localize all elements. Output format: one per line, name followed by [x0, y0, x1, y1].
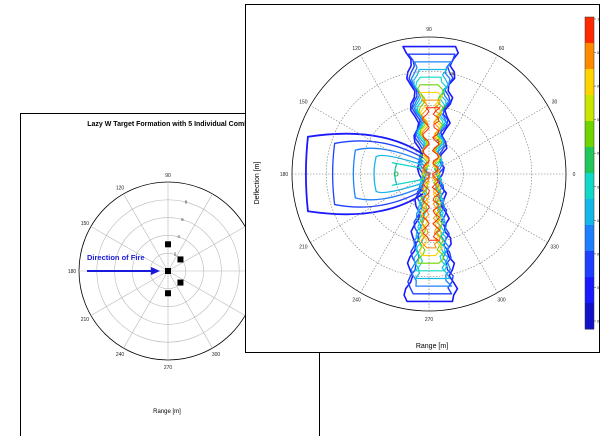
angle-label: 150: [299, 99, 308, 105]
contour-line: [422, 107, 441, 241]
colorbar-label: 0.9: [597, 50, 600, 55]
grid-spoke: [360, 55, 498, 293]
grid-spoke: [360, 55, 498, 293]
angle-label: 330: [550, 244, 559, 250]
colorbar-label: 0.8: [597, 84, 600, 89]
colorbar-swatch: [585, 121, 594, 148]
contour-line: [410, 61, 453, 287]
angle-labels: 90 120 150 180 210 240 270 300: [68, 173, 221, 371]
target-marker: [165, 241, 171, 248]
angle-label: 210: [81, 317, 90, 323]
contour-lobe: [331, 140, 424, 208]
angle-label: 120: [116, 186, 125, 192]
target-marker: [177, 279, 184, 286]
colorbar-swatch: [585, 69, 594, 96]
colorbar-label: 0.1: [597, 319, 600, 324]
radial-tick-label: 8: [185, 199, 188, 204]
contour-lobe: [305, 132, 424, 216]
y-axis-label: Deflection [m]: [254, 162, 261, 205]
grid-spoke: [310, 105, 548, 243]
angle-label: 180: [280, 172, 289, 178]
contour-line: [420, 99, 441, 249]
angle-label: 240: [116, 352, 125, 358]
radial-tick-labels: 2 4 6 8: [174, 199, 188, 256]
angle-label: 300: [497, 297, 506, 303]
polar-grid: [291, 36, 567, 312]
colorbar-swatch: [585, 147, 594, 174]
right-chart-window: 90 60 30 0 120 150 180 210 240 270 300 330 5 10 15 Ra…: [245, 4, 600, 353]
angle-label: 210: [299, 244, 308, 250]
colorbar-label: 0.5: [597, 184, 600, 189]
angle-label: 90: [165, 173, 171, 179]
angle-label: 120: [352, 46, 361, 52]
radial-tick-label: 10: [443, 105, 449, 110]
contour-line: [402, 45, 460, 303]
target-markers: [165, 241, 184, 297]
colorbar-label: 0.2: [597, 285, 600, 290]
angle-label: 240: [352, 297, 361, 303]
angle-label: 300: [212, 352, 221, 358]
colorbar-swatch: [585, 277, 594, 304]
grid-spoke: [310, 105, 548, 243]
colorbar-swatch: [585, 303, 594, 330]
radial-tick-label: 6: [181, 217, 184, 222]
colorbar-frame: [584, 16, 595, 330]
x-axis-label: Range [m]: [416, 343, 448, 350]
colorbar-swatch: [585, 173, 594, 200]
angle-label: 60: [499, 46, 505, 52]
colorbar: 1 0.9 0.8 0.7 0.6 0.5 0.4 0.3 0.2 0.1: [584, 16, 600, 330]
arrow-head: [151, 267, 160, 275]
target-marker: [177, 256, 184, 263]
angle-label: 90: [426, 27, 432, 33]
radial-tick-label: 15: [449, 71, 455, 76]
colorbar-label: 0.4: [597, 218, 600, 223]
colorbar-swatch: [585, 17, 594, 44]
direction-arrow: [87, 267, 160, 275]
colorbar-label: 1: [597, 17, 600, 22]
angle-label: 150: [81, 221, 90, 227]
direction-of-fire-label: Direction of Fire: [87, 253, 145, 262]
radial-tick-label: 2: [174, 252, 177, 257]
radial-tick-labels: 5 10 15: [437, 71, 454, 143]
colorbar-swatch: [585, 225, 594, 252]
angle-label: 0: [573, 172, 576, 178]
angle-label: 270: [425, 317, 434, 323]
colorbar-label: 0.6: [597, 151, 600, 156]
polar-formation-chart: Lazy W Target Formation with 5 Individua…: [68, 121, 258, 415]
colorbar-label: 0.7: [597, 117, 600, 122]
radial-tick-label: 5: [437, 138, 440, 143]
colorbar-swatch: [585, 199, 594, 226]
angle-label: 30: [552, 99, 558, 105]
target-marker: [165, 268, 171, 274]
angle-label: 270: [164, 365, 173, 371]
chart-title: Lazy W Target Formation with 5 Individua…: [87, 121, 255, 128]
x-axis-label: Range [m]: [153, 409, 181, 415]
colorbar-label: 0.3: [597, 251, 600, 256]
radial-tick-label: 4: [177, 234, 180, 239]
colorbar-swatch: [585, 251, 594, 278]
angle-label: 180: [68, 269, 77, 275]
colorbar-swatch: [585, 95, 594, 122]
contour-line: [413, 68, 451, 280]
target-marker: [165, 290, 171, 297]
colorbar-swatch: [585, 43, 594, 70]
